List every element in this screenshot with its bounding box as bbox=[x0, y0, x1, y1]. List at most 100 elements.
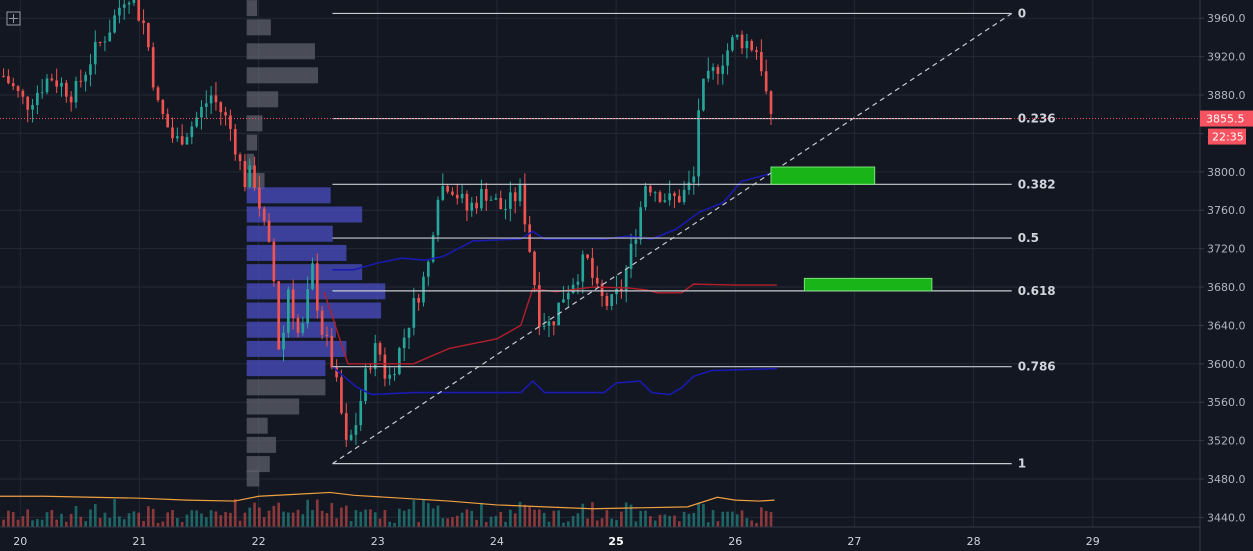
candle-body bbox=[349, 434, 353, 440]
price-axis-background bbox=[1200, 0, 1253, 551]
volume-bars bbox=[2, 499, 773, 527]
volume-bar bbox=[11, 512, 15, 527]
volume-bar bbox=[55, 519, 58, 527]
volume-profile-bar bbox=[246, 244, 347, 261]
candle-body bbox=[243, 161, 247, 188]
volume-bar bbox=[523, 504, 527, 527]
volume-bar bbox=[89, 509, 92, 527]
candle-body bbox=[634, 239, 638, 244]
candle-body bbox=[40, 92, 44, 94]
fib-level-label: 0.786 bbox=[1018, 360, 1056, 374]
volume-bar bbox=[407, 509, 411, 527]
candle-body bbox=[455, 194, 459, 199]
countdown-label: 22:35 bbox=[1212, 131, 1244, 144]
candle-body bbox=[137, 0, 141, 21]
candle-body bbox=[755, 50, 758, 52]
volume-bar bbox=[731, 511, 734, 527]
candle-body bbox=[509, 192, 512, 209]
candle-body bbox=[132, 0, 136, 3]
volume-bar bbox=[465, 509, 469, 527]
candle-body bbox=[161, 100, 165, 114]
candle-body bbox=[417, 297, 420, 303]
candle-body bbox=[55, 80, 58, 87]
candle-body bbox=[692, 176, 696, 183]
candle-body bbox=[113, 15, 116, 33]
volume-bar bbox=[373, 512, 377, 527]
volume-bar bbox=[605, 510, 609, 527]
volume-bar bbox=[760, 507, 763, 527]
candle-body bbox=[296, 318, 300, 333]
volume-bar bbox=[21, 516, 25, 527]
candle-body bbox=[16, 86, 20, 91]
volume-bar bbox=[142, 520, 145, 527]
candle-body bbox=[147, 23, 150, 48]
volume-bar bbox=[60, 513, 63, 527]
price-tick-label: 3600.0 bbox=[1207, 358, 1246, 371]
volume-bar bbox=[504, 521, 507, 527]
price-tick-label: 3920.0 bbox=[1207, 51, 1246, 64]
candle-body bbox=[335, 367, 338, 378]
support-zones[interactable] bbox=[770, 166, 933, 292]
volume-bar bbox=[620, 511, 623, 527]
candle-body bbox=[398, 348, 401, 375]
volume-bar bbox=[344, 505, 348, 527]
volume-bar bbox=[431, 508, 435, 527]
volume-bar bbox=[364, 509, 367, 527]
candle-body bbox=[407, 327, 411, 338]
volume-profile-bar bbox=[246, 302, 382, 319]
volume-profile-bar bbox=[246, 225, 333, 242]
candle-body bbox=[31, 105, 34, 110]
volume-bar bbox=[692, 512, 696, 527]
volume-bar bbox=[262, 517, 266, 527]
volume-moving-average bbox=[0, 491, 775, 510]
volume-profile-bar bbox=[246, 264, 363, 281]
volume-bar bbox=[513, 513, 517, 527]
candle-body bbox=[431, 235, 435, 262]
time-tick-label: 28 bbox=[967, 535, 981, 548]
volume-bar bbox=[547, 521, 551, 527]
red-line bbox=[323, 283, 777, 365]
price-tick-label: 3560.0 bbox=[1207, 396, 1246, 409]
volume-bar bbox=[422, 499, 425, 527]
candle-body bbox=[7, 76, 10, 84]
candle-body bbox=[238, 154, 242, 162]
candle-body bbox=[591, 258, 594, 278]
volume-bar bbox=[562, 522, 565, 527]
price-axis[interactable]: 3960.03920.03880.03840.03800.03760.03720… bbox=[1199, 0, 1253, 551]
candle-body bbox=[176, 136, 179, 139]
candle-body bbox=[262, 208, 266, 221]
candle-body bbox=[769, 91, 773, 114]
volume-bar bbox=[552, 510, 556, 527]
volume-bar bbox=[484, 522, 488, 527]
fibonacci-retracement[interactable]: 0 0.236 0.382 0.5 0.618 0.786 1 bbox=[332, 6, 1056, 471]
volume-profile-bar bbox=[246, 91, 279, 108]
volume-bar bbox=[455, 515, 459, 527]
time-tick-label: 20 bbox=[13, 535, 27, 548]
time-tick-label: 21 bbox=[132, 535, 146, 548]
volume-bar bbox=[398, 508, 401, 527]
candle-body bbox=[60, 82, 63, 87]
fib-level-label: 0.382 bbox=[1018, 177, 1056, 191]
candle-body bbox=[214, 95, 218, 103]
volume-profile-bar bbox=[246, 115, 263, 132]
candle-body bbox=[610, 294, 614, 306]
volume-bar bbox=[26, 509, 30, 527]
time-tick-label: 24 bbox=[490, 535, 504, 548]
volume-bar bbox=[451, 517, 454, 527]
volume-bar bbox=[325, 513, 329, 527]
volume-bar bbox=[383, 509, 387, 527]
volume-bar bbox=[330, 503, 334, 527]
fib-level-label: 0 bbox=[1018, 6, 1026, 20]
blue-line-upper bbox=[332, 171, 778, 271]
crosshair-box-icon[interactable] bbox=[6, 11, 21, 26]
candle-body bbox=[209, 95, 213, 104]
time-axis[interactable]: 20 21 22 23 24 25 26 27 28 29 bbox=[0, 526, 1200, 548]
volume-bar bbox=[209, 510, 213, 527]
volume-bar bbox=[668, 515, 671, 527]
volume-bar bbox=[412, 500, 416, 527]
volume-bar bbox=[156, 522, 160, 527]
candle-body bbox=[673, 193, 676, 196]
volume-bar bbox=[340, 507, 343, 527]
candle-body bbox=[426, 261, 430, 277]
